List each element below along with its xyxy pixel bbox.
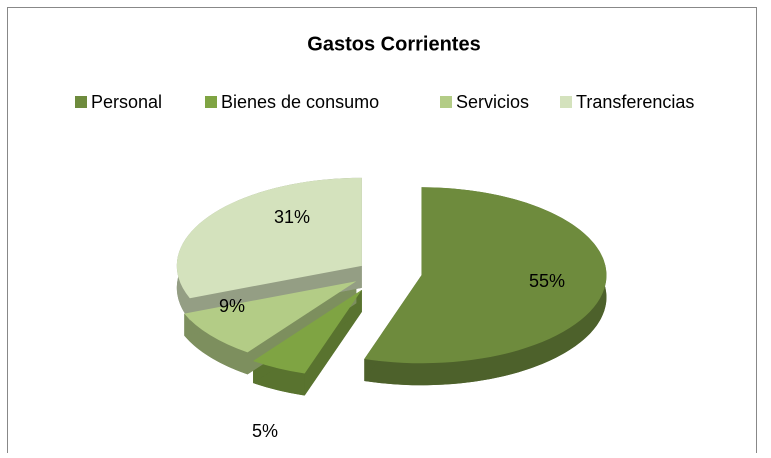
data-label: 55% [529, 271, 565, 291]
data-label: 9% [219, 296, 245, 316]
data-label: 5% [252, 421, 278, 441]
chart-frame [7, 7, 757, 458]
pie-slice [253, 289, 362, 374]
pie-slice [364, 187, 607, 364]
legend-swatch [560, 96, 572, 108]
slice-wall [364, 187, 607, 386]
legend-label: Transferencias [576, 92, 694, 112]
chart-title: Gastos Corrientes [307, 33, 480, 55]
pie-tops [176, 177, 607, 374]
legend-label: Bienes de consumo [221, 92, 379, 112]
pie-slice [184, 281, 357, 353]
legend-label: Personal [91, 92, 162, 112]
legend-label: Servicios [456, 92, 529, 112]
legend: Personal Bienes de consumo Servicios Transf… [75, 92, 694, 112]
pie-slice [176, 177, 362, 299]
legend-swatch [75, 96, 87, 108]
legend-swatch [440, 96, 452, 108]
legend-swatch [205, 96, 217, 108]
data-label: 31% [274, 207, 310, 227]
